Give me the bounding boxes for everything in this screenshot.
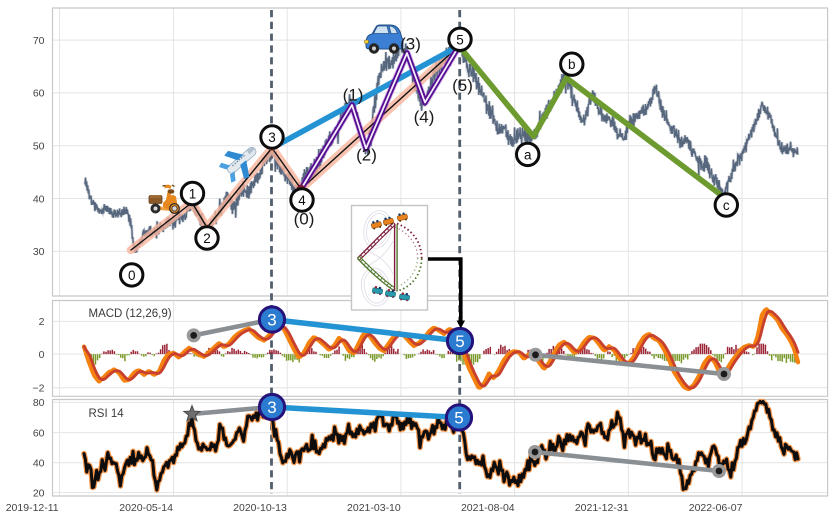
svg-text:(1): (1) — [343, 86, 364, 105]
svg-text:4: 4 — [298, 193, 306, 208]
svg-text:2: 2 — [39, 316, 45, 328]
svg-text:RSI 14: RSI 14 — [89, 408, 125, 420]
svg-text:60: 60 — [33, 427, 45, 439]
svg-text:(5): (5) — [452, 76, 473, 95]
svg-text:2022-06-07: 2022-06-07 — [689, 502, 743, 514]
svg-text:MACD (12,26,9): MACD (12,26,9) — [89, 308, 172, 320]
svg-text:20: 20 — [33, 487, 45, 499]
svg-text:2021-08-04: 2021-08-04 — [461, 502, 515, 514]
svg-text:(3): (3) — [400, 35, 421, 54]
svg-text:b: b — [568, 57, 576, 72]
svg-text:3: 3 — [267, 311, 276, 330]
svg-text:0: 0 — [128, 268, 136, 283]
svg-text:30: 30 — [33, 246, 45, 258]
svg-text:2019-12-11: 2019-12-11 — [6, 502, 59, 514]
svg-text:70: 70 — [33, 35, 45, 47]
svg-text:3: 3 — [268, 130, 276, 145]
svg-text:3: 3 — [267, 398, 276, 417]
svg-text:a: a — [524, 147, 532, 162]
svg-text:2: 2 — [203, 231, 211, 246]
svg-text:0: 0 — [39, 349, 45, 361]
svg-text:2021-03-10: 2021-03-10 — [347, 502, 401, 514]
svg-text:(4): (4) — [414, 108, 435, 127]
svg-text:2021-12-31: 2021-12-31 — [575, 502, 629, 514]
svg-text:1: 1 — [189, 187, 197, 202]
svg-text:5: 5 — [455, 332, 464, 351]
svg-text:(0): (0) — [294, 210, 315, 229]
svg-text:2020-05-14: 2020-05-14 — [119, 502, 173, 514]
svg-text:−2: −2 — [33, 383, 45, 395]
svg-text:(2): (2) — [356, 146, 377, 165]
svg-text:60: 60 — [33, 88, 45, 100]
svg-text:5: 5 — [454, 409, 463, 428]
svg-text:50: 50 — [33, 141, 45, 153]
svg-text:40: 40 — [33, 458, 45, 470]
svg-text:5: 5 — [456, 32, 464, 47]
svg-text:2020-10-13: 2020-10-13 — [233, 502, 287, 514]
svg-text:80: 80 — [33, 397, 45, 409]
svg-text:40: 40 — [33, 193, 45, 205]
svg-text:c: c — [723, 198, 730, 213]
